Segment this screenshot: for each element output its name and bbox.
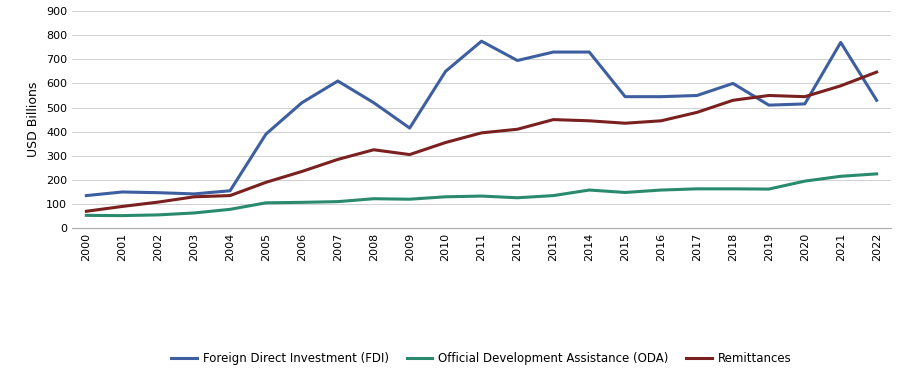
Foreign Direct Investment (FDI) bbox=[548, 50, 559, 54]
Remittances bbox=[153, 200, 164, 204]
Foreign Direct Investment (FDI) bbox=[261, 132, 272, 136]
Line: Official Development Assistance (ODA): Official Development Assistance (ODA) bbox=[86, 174, 877, 216]
Foreign Direct Investment (FDI) bbox=[332, 79, 343, 83]
Official Development Assistance (ODA) bbox=[440, 195, 451, 199]
Foreign Direct Investment (FDI) bbox=[296, 100, 307, 105]
Official Development Assistance (ODA) bbox=[261, 201, 272, 205]
Remittances bbox=[296, 169, 307, 174]
Foreign Direct Investment (FDI) bbox=[620, 95, 631, 99]
Foreign Direct Investment (FDI) bbox=[835, 40, 846, 45]
Foreign Direct Investment (FDI) bbox=[440, 69, 451, 74]
Y-axis label: USD Billions: USD Billions bbox=[28, 82, 40, 157]
Official Development Assistance (ODA) bbox=[512, 195, 523, 200]
Line: Remittances: Remittances bbox=[86, 72, 877, 211]
Remittances bbox=[763, 93, 774, 98]
Official Development Assistance (ODA) bbox=[620, 190, 631, 195]
Foreign Direct Investment (FDI) bbox=[404, 126, 415, 130]
Official Development Assistance (ODA) bbox=[656, 188, 667, 192]
Official Development Assistance (ODA) bbox=[189, 211, 200, 215]
Remittances bbox=[81, 209, 92, 213]
Remittances bbox=[620, 121, 631, 125]
Official Development Assistance (ODA) bbox=[368, 197, 379, 201]
Remittances bbox=[727, 98, 738, 103]
Remittances bbox=[368, 148, 379, 152]
Remittances bbox=[835, 84, 846, 88]
Remittances bbox=[440, 140, 451, 145]
Remittances bbox=[332, 157, 343, 162]
Official Development Assistance (ODA) bbox=[763, 187, 774, 191]
Official Development Assistance (ODA) bbox=[548, 194, 559, 198]
Remittances bbox=[117, 204, 128, 209]
Remittances bbox=[871, 70, 882, 74]
Official Development Assistance (ODA) bbox=[727, 187, 738, 191]
Remittances bbox=[548, 117, 559, 122]
Foreign Direct Investment (FDI) bbox=[117, 190, 128, 194]
Legend: Foreign Direct Investment (FDI), Official Development Assistance (ODA), Remittan: Foreign Direct Investment (FDI), Officia… bbox=[166, 347, 796, 368]
Official Development Assistance (ODA) bbox=[691, 187, 702, 191]
Remittances bbox=[584, 118, 595, 123]
Remittances bbox=[404, 152, 415, 157]
Official Development Assistance (ODA) bbox=[332, 199, 343, 204]
Remittances bbox=[691, 110, 702, 114]
Foreign Direct Investment (FDI) bbox=[584, 50, 595, 54]
Foreign Direct Investment (FDI) bbox=[727, 81, 738, 86]
Foreign Direct Investment (FDI) bbox=[691, 93, 702, 98]
Official Development Assistance (ODA) bbox=[476, 194, 487, 198]
Foreign Direct Investment (FDI) bbox=[871, 98, 882, 103]
Official Development Assistance (ODA) bbox=[799, 179, 810, 183]
Foreign Direct Investment (FDI) bbox=[476, 39, 487, 43]
Foreign Direct Investment (FDI) bbox=[225, 188, 236, 193]
Foreign Direct Investment (FDI) bbox=[656, 95, 667, 99]
Official Development Assistance (ODA) bbox=[404, 197, 415, 201]
Official Development Assistance (ODA) bbox=[153, 213, 164, 217]
Foreign Direct Investment (FDI) bbox=[189, 192, 200, 196]
Remittances bbox=[189, 195, 200, 199]
Remittances bbox=[799, 95, 810, 99]
Foreign Direct Investment (FDI) bbox=[368, 100, 379, 105]
Official Development Assistance (ODA) bbox=[584, 188, 595, 192]
Remittances bbox=[476, 131, 487, 135]
Foreign Direct Investment (FDI) bbox=[81, 194, 92, 198]
Remittances bbox=[261, 180, 272, 184]
Official Development Assistance (ODA) bbox=[225, 207, 236, 212]
Line: Foreign Direct Investment (FDI): Foreign Direct Investment (FDI) bbox=[86, 41, 877, 196]
Official Development Assistance (ODA) bbox=[871, 171, 882, 176]
Official Development Assistance (ODA) bbox=[296, 200, 307, 205]
Remittances bbox=[512, 127, 523, 131]
Foreign Direct Investment (FDI) bbox=[763, 103, 774, 107]
Foreign Direct Investment (FDI) bbox=[799, 102, 810, 106]
Foreign Direct Investment (FDI) bbox=[512, 58, 523, 63]
Foreign Direct Investment (FDI) bbox=[153, 191, 164, 195]
Remittances bbox=[656, 118, 667, 123]
Remittances bbox=[225, 194, 236, 198]
Official Development Assistance (ODA) bbox=[117, 213, 128, 218]
Official Development Assistance (ODA) bbox=[81, 213, 92, 217]
Official Development Assistance (ODA) bbox=[835, 174, 846, 178]
